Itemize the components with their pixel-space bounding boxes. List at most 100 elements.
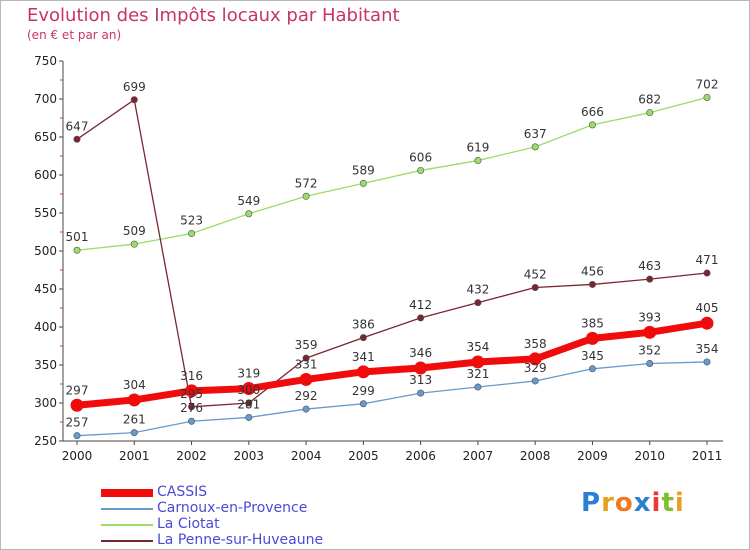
data-label-la-ciotat: 637	[524, 127, 547, 141]
data-label-la-penne-sur-huveaune: 300	[237, 383, 260, 397]
data-label-la-penne-sur-huveaune: 432	[466, 283, 489, 297]
data-point-la-ciotat	[588, 121, 596, 129]
chart-subtitle: (en € et par an)	[27, 28, 122, 42]
data-point-la-penne-sur-huveaune	[302, 354, 310, 362]
logo-letter: x	[633, 488, 652, 518]
y-tick-label: 450	[34, 282, 57, 296]
data-label-la-ciotat: 682	[638, 93, 661, 107]
y-tick-label: 650	[34, 130, 57, 144]
y-tick-label: 400	[34, 320, 57, 334]
data-label-carnoux-en-provence: 261	[123, 413, 146, 427]
data-point-carnoux-en-provence	[703, 358, 711, 366]
data-label-carnoux-en-provence: 257	[66, 416, 89, 430]
data-label-la-ciotat: 619	[466, 141, 489, 155]
y-tick-label: 300	[34, 396, 57, 410]
x-tick-label: 2011	[692, 449, 723, 463]
data-label-cassis: 304	[123, 378, 146, 392]
data-label-carnoux-en-provence: 313	[409, 373, 432, 387]
data-label-cassis: 319	[237, 367, 260, 381]
data-point-carnoux-en-provence	[646, 359, 654, 367]
chart-title: Evolution des Impôts locaux par Habitant	[27, 5, 400, 26]
data-point-carnoux-en-provence	[531, 377, 539, 385]
data-label-la-penne-sur-huveaune: 386	[352, 318, 375, 332]
data-point-la-ciotat	[474, 157, 482, 165]
data-point-cassis	[414, 361, 428, 375]
x-tick-label: 2000	[62, 449, 93, 463]
y-tick-label: 700	[34, 92, 57, 106]
series-line-cassis	[76, 319, 708, 409]
legend-label: Carnoux-en-Provence	[157, 500, 308, 516]
data-point-la-ciotat	[646, 109, 654, 117]
data-point-la-penne-sur-huveaune	[130, 96, 138, 104]
data-point-la-penne-sur-huveaune	[245, 399, 253, 407]
x-tick-label: 2006	[405, 449, 436, 463]
data-point-la-ciotat	[188, 230, 196, 238]
logo-letter: i	[651, 488, 662, 518]
data-label-la-ciotat: 589	[352, 163, 375, 177]
legend-swatch	[101, 508, 153, 510]
data-label-la-ciotat: 702	[696, 77, 719, 91]
logo-letter: t	[661, 488, 675, 518]
series-line-la-ciotat	[76, 96, 708, 251]
data-label-la-ciotat: 509	[123, 224, 146, 238]
data-point-cassis	[700, 316, 714, 330]
data-label-la-ciotat: 523	[180, 214, 203, 228]
data-point-la-ciotat	[359, 179, 367, 187]
data-label-carnoux-en-provence: 354	[696, 342, 719, 356]
x-tick-label: 2010	[634, 449, 665, 463]
x-tick-label: 2009	[577, 449, 608, 463]
x-tick-label: 2007	[463, 449, 494, 463]
legend-label: CASSIS	[157, 484, 208, 500]
proxiti-logo: Proxiti	[581, 488, 685, 518]
logo-letter: o	[614, 488, 634, 518]
data-label-carnoux-en-provence: 345	[581, 349, 604, 363]
data-label-carnoux-en-provence: 352	[638, 343, 661, 357]
data-label-carnoux-en-provence: 299	[352, 384, 375, 398]
data-point-la-penne-sur-huveaune	[417, 314, 425, 322]
data-point-cassis	[127, 393, 141, 407]
legend-label: La Penne-sur-Huveaune	[157, 532, 324, 548]
data-point-la-penne-sur-huveaune	[646, 275, 654, 283]
data-point-carnoux-en-provence	[73, 432, 81, 440]
data-point-la-ciotat	[302, 192, 310, 200]
data-point-cassis	[185, 384, 199, 398]
data-point-cassis	[585, 331, 599, 345]
data-point-carnoux-en-provence	[130, 429, 138, 437]
data-point-la-ciotat	[417, 166, 425, 174]
x-tick-label: 2008	[520, 449, 551, 463]
legend-label: La Ciotat	[157, 516, 220, 532]
x-tick-label: 2004	[291, 449, 322, 463]
data-label-cassis: 297	[66, 383, 89, 397]
x-tick-label: 2003	[234, 449, 265, 463]
data-label-la-penne-sur-huveaune: 699	[123, 80, 146, 94]
data-label-la-ciotat: 666	[581, 105, 604, 119]
data-point-carnoux-en-provence	[359, 400, 367, 408]
data-point-la-ciotat	[703, 93, 711, 101]
data-point-la-ciotat	[130, 240, 138, 248]
data-point-la-penne-sur-huveaune	[73, 135, 81, 143]
data-label-la-ciotat: 549	[237, 194, 260, 208]
y-tick-label: 500	[34, 244, 57, 258]
data-point-cassis	[356, 365, 370, 379]
data-point-la-penne-sur-huveaune	[188, 403, 196, 411]
x-tick-label: 2005	[348, 449, 379, 463]
y-tick-label: 250	[34, 434, 57, 448]
data-label-carnoux-en-provence: 281	[237, 397, 260, 411]
data-label-la-penne-sur-huveaune: 456	[581, 264, 604, 278]
y-tick-label: 350	[34, 358, 57, 372]
x-tick-label: 2001	[119, 449, 150, 463]
data-label-carnoux-en-provence: 276	[180, 401, 203, 415]
data-point-la-penne-sur-huveaune	[474, 299, 482, 307]
data-point-la-penne-sur-huveaune	[703, 269, 711, 277]
logo-letter: P	[581, 488, 602, 518]
data-point-la-penne-sur-huveaune	[588, 280, 596, 288]
legend-swatch	[101, 524, 153, 526]
data-label-carnoux-en-provence: 321	[466, 367, 489, 381]
data-label-carnoux-en-provence: 292	[295, 389, 318, 403]
data-point-la-penne-sur-huveaune	[531, 283, 539, 291]
logo-letter: r	[601, 488, 615, 518]
legend-swatch	[101, 489, 153, 497]
legend-swatch	[101, 540, 153, 542]
